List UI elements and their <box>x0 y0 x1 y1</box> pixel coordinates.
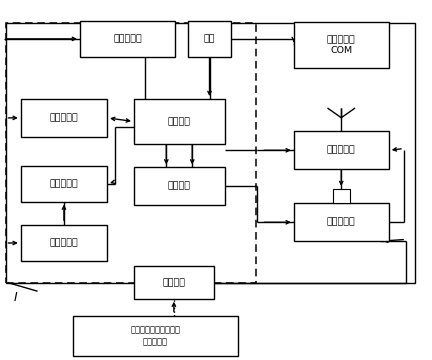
Text: 激光传感器: 激光传感器 <box>327 218 356 227</box>
Bar <box>80 21 175 57</box>
Text: I: I <box>14 291 18 304</box>
Bar <box>21 225 107 261</box>
Text: 数据存储器: 数据存储器 <box>50 179 78 188</box>
Text: 无线通讯机: 无线通讯机 <box>327 146 356 155</box>
Text: 外部电瓶和太阳能板电
源电压输入: 外部电瓶和太阳能板电 源电压输入 <box>130 326 181 346</box>
Text: 存储器电源: 存储器电源 <box>50 239 78 248</box>
Text: 键盘: 键盘 <box>204 35 215 44</box>
Bar <box>333 189 350 203</box>
Text: 液晶显示器: 液晶显示器 <box>113 35 142 44</box>
Text: 数据输出口
COM: 数据输出口 COM <box>327 35 356 55</box>
Bar <box>6 23 415 283</box>
Text: 主电源板: 主电源板 <box>162 278 185 287</box>
Text: 串口电路: 串口电路 <box>168 182 191 191</box>
Bar <box>294 131 389 169</box>
Bar <box>73 316 238 356</box>
Text: 时钟控制器: 时钟控制器 <box>50 113 78 122</box>
Bar <box>294 203 389 241</box>
Bar <box>134 99 225 144</box>
Bar <box>6 23 256 283</box>
Bar <box>134 266 214 299</box>
Text: 主控制器: 主控制器 <box>168 117 191 126</box>
Bar <box>21 99 107 137</box>
Bar <box>294 22 389 68</box>
Bar <box>21 166 107 202</box>
Bar <box>134 167 225 205</box>
Bar <box>188 21 231 57</box>
